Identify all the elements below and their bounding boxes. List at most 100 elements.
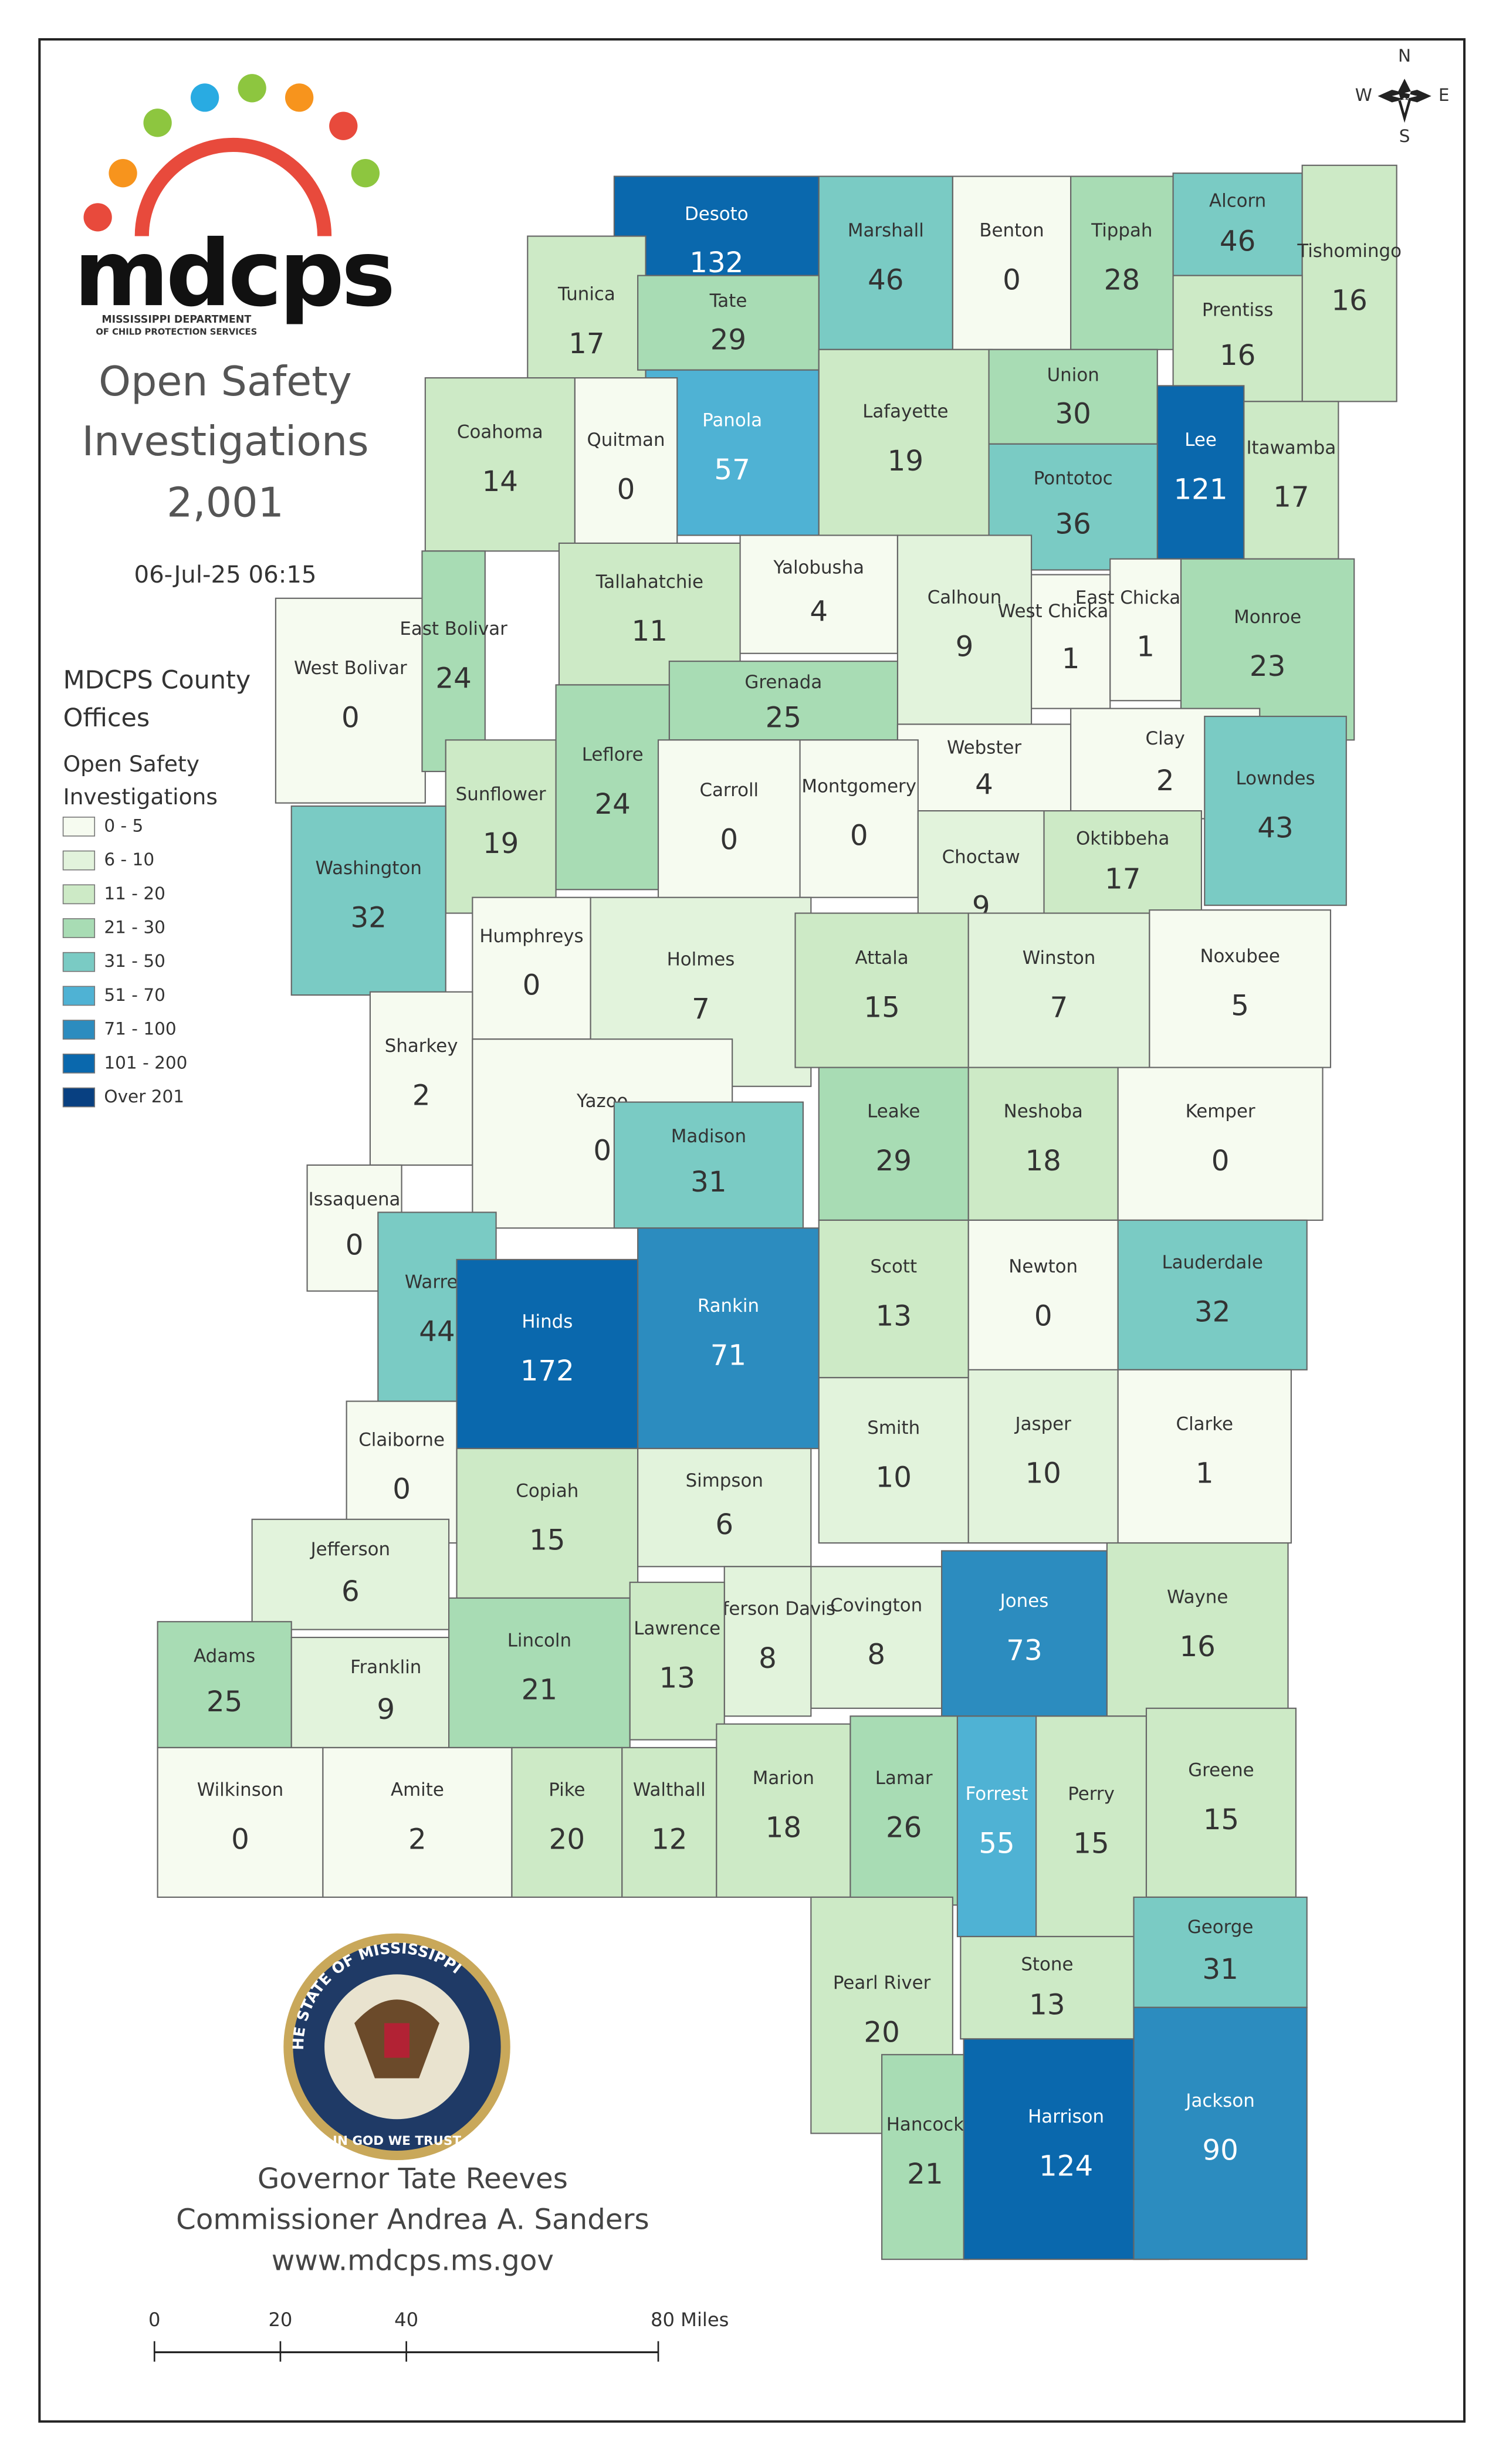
county [794, 912, 969, 1068]
county-name: Greene [1188, 1760, 1254, 1781]
county-value: 9 [956, 631, 974, 664]
county-name: Holmes [667, 949, 735, 970]
county [637, 1447, 812, 1568]
compass-w: W [1355, 85, 1372, 105]
county [1243, 401, 1339, 560]
footer-line: Commissioner Andrea A. Sanders [176, 2204, 649, 2236]
county-value: 21 [907, 2158, 943, 2191]
legend-swatch [62, 817, 96, 837]
county [1204, 716, 1347, 906]
county [1301, 164, 1397, 402]
county [275, 597, 426, 804]
county-name: Quitman [587, 429, 665, 451]
county-name: Simpson [686, 1470, 763, 1491]
county [818, 348, 993, 539]
title: Open Safety [99, 358, 352, 405]
county-name: Lauderdale [1162, 1252, 1263, 1273]
county-value: 17 [1273, 481, 1309, 514]
county [849, 1715, 959, 1906]
county-value: 73 [1006, 1634, 1042, 1667]
county-value: 0 [850, 820, 868, 852]
county-value: 19 [888, 445, 923, 478]
legend-label: 21 - 30 [104, 918, 165, 937]
county-name: Adams [194, 1646, 255, 1667]
legend-label: 101 - 200 [104, 1052, 187, 1072]
county-name: Washington [316, 858, 422, 879]
scale-label: 20 [268, 2309, 292, 2331]
county-name: Perry [1068, 1783, 1115, 1805]
county-value: 32 [1194, 1296, 1230, 1329]
county [251, 1518, 450, 1630]
county-value: 0 [523, 969, 541, 1002]
county-name: Webster [947, 737, 1021, 758]
county-value: 24 [435, 662, 471, 695]
county-value: 2 [412, 1079, 431, 1112]
county [555, 684, 670, 891]
county-name: Tippah [1091, 220, 1152, 241]
legend-swatch [62, 918, 96, 938]
county-name: Jasper [1014, 1413, 1072, 1434]
county-name: Lamar [875, 1768, 933, 1789]
county-value: 28 [1104, 263, 1140, 296]
legend-title: Offices [63, 703, 150, 733]
county-value: 11 [632, 615, 668, 648]
county-name: Hancock [886, 2114, 964, 2135]
county-name: Marshall [848, 220, 924, 241]
legend-label: 51 - 70 [104, 985, 165, 1005]
county-value: 12 [651, 1823, 687, 1856]
county-name: Winston [1023, 947, 1096, 969]
county [157, 1747, 324, 1898]
legend-label: 31 - 50 [104, 951, 165, 971]
county [896, 534, 1033, 725]
county-value: 1 [1196, 1457, 1214, 1490]
legend-label: 71 - 100 [104, 1019, 176, 1039]
county-value: 13 [876, 1299, 912, 1332]
county-name: Leflore [582, 744, 644, 766]
scale-label: 80 Miles [651, 2309, 729, 2331]
county-name: Union [1047, 364, 1099, 385]
legend-label: 0 - 5 [104, 815, 143, 835]
county [1172, 172, 1303, 276]
county-name: Lawrence [634, 1618, 720, 1639]
county-name: Tallahatchie [595, 571, 703, 593]
county-name: George [1187, 1917, 1254, 1938]
county [1043, 810, 1202, 914]
county-value: 0 [346, 1228, 364, 1261]
county-value: 10 [1025, 1457, 1061, 1490]
county-value: 30 [1055, 397, 1091, 430]
county-value: 71 [710, 1339, 746, 1372]
county [967, 1369, 1119, 1544]
county-name: Covington [830, 1595, 922, 1616]
county-name: Smith [867, 1417, 920, 1439]
county [456, 1258, 639, 1450]
county [369, 991, 473, 1166]
county-name: Copiah [516, 1480, 578, 1501]
county [613, 1101, 804, 1229]
county-value: 31 [691, 1166, 726, 1199]
county-name: Clarke [1176, 1413, 1233, 1434]
footer-line: www.mdcps.ms.gov [272, 2244, 554, 2277]
county-name: Monroe [1234, 607, 1301, 628]
county [1156, 385, 1245, 560]
county [967, 912, 1150, 1068]
county [967, 1067, 1119, 1221]
county-value: 36 [1055, 507, 1091, 540]
county [818, 1067, 969, 1221]
county-name: Lincoln [507, 1630, 571, 1651]
county-name: Forrest [966, 1783, 1028, 1805]
county [322, 1747, 513, 1898]
county [818, 1219, 969, 1379]
county [629, 1582, 725, 1741]
county-value: 25 [207, 1685, 242, 1718]
county [637, 275, 820, 371]
county-name: Rankin [698, 1295, 759, 1316]
county-name: Attala [855, 947, 909, 969]
date: 06-Jul-25 06:15 [134, 561, 316, 588]
county-name: Pontotoc [1034, 468, 1113, 489]
county-value: 124 [1039, 2150, 1093, 2182]
county-value: 0 [1211, 1145, 1230, 1177]
county-value: 24 [594, 788, 630, 821]
county-value: 31 [1202, 1953, 1238, 1986]
